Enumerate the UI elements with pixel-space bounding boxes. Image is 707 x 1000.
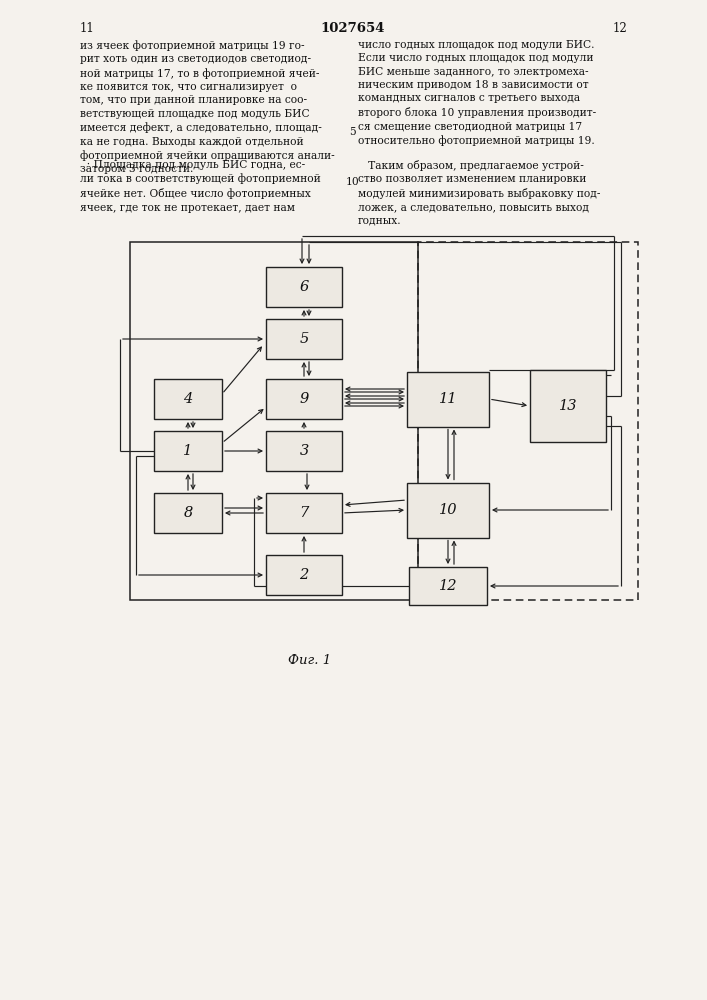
Text: 9: 9 <box>299 392 309 406</box>
Text: 5: 5 <box>350 127 356 137</box>
Text: 1027654: 1027654 <box>321 22 385 35</box>
Text: 11: 11 <box>80 22 95 35</box>
Text: 5: 5 <box>299 332 309 346</box>
Text: из ячеек фотоприемной матрицы 19 го-
рит хоть один из светодиодов светодиод-
ной: из ячеек фотоприемной матрицы 19 го- рит… <box>80 40 334 174</box>
Bar <box>266 319 342 359</box>
Bar <box>130 242 418 600</box>
Text: 10: 10 <box>346 177 360 187</box>
Text: 11: 11 <box>439 392 457 406</box>
Bar <box>266 379 342 419</box>
Bar <box>407 483 489 538</box>
Bar <box>154 431 222 471</box>
Text: 7: 7 <box>299 506 309 520</box>
Text: 8: 8 <box>183 506 192 520</box>
Text: 1: 1 <box>183 444 192 458</box>
Text: число годных площадок под модули БИС.
Если число годных площадок под модули
БИС : число годных площадок под модули БИС. Ес… <box>358 40 596 146</box>
Bar <box>266 493 342 533</box>
Text: 3: 3 <box>299 444 309 458</box>
Bar <box>418 242 638 600</box>
Text: · Площадка под модуль БИС годна, ес-
ли тока в соответствующей фотоприемной
ячей: · Площадка под модуль БИС годна, ес- ли … <box>80 160 321 213</box>
Bar <box>154 493 222 533</box>
Text: 12: 12 <box>612 22 627 35</box>
Bar <box>266 267 342 307</box>
Bar <box>409 567 487 605</box>
Text: 13: 13 <box>559 399 577 413</box>
Bar <box>266 555 342 595</box>
Bar <box>530 370 606 442</box>
Text: Таким образом, предлагаемое устрой-
ство позволяет изменением планировки
модулей: Таким образом, предлагаемое устрой- ство… <box>358 160 600 226</box>
Bar <box>154 379 222 419</box>
Text: 2: 2 <box>299 568 309 582</box>
Text: 4: 4 <box>183 392 192 406</box>
Bar <box>407 371 489 426</box>
Text: 6: 6 <box>299 280 309 294</box>
Text: 12: 12 <box>439 579 457 593</box>
Bar <box>266 431 342 471</box>
Text: 10: 10 <box>439 503 457 517</box>
Text: Фиг. 1: Фиг. 1 <box>288 654 332 666</box>
